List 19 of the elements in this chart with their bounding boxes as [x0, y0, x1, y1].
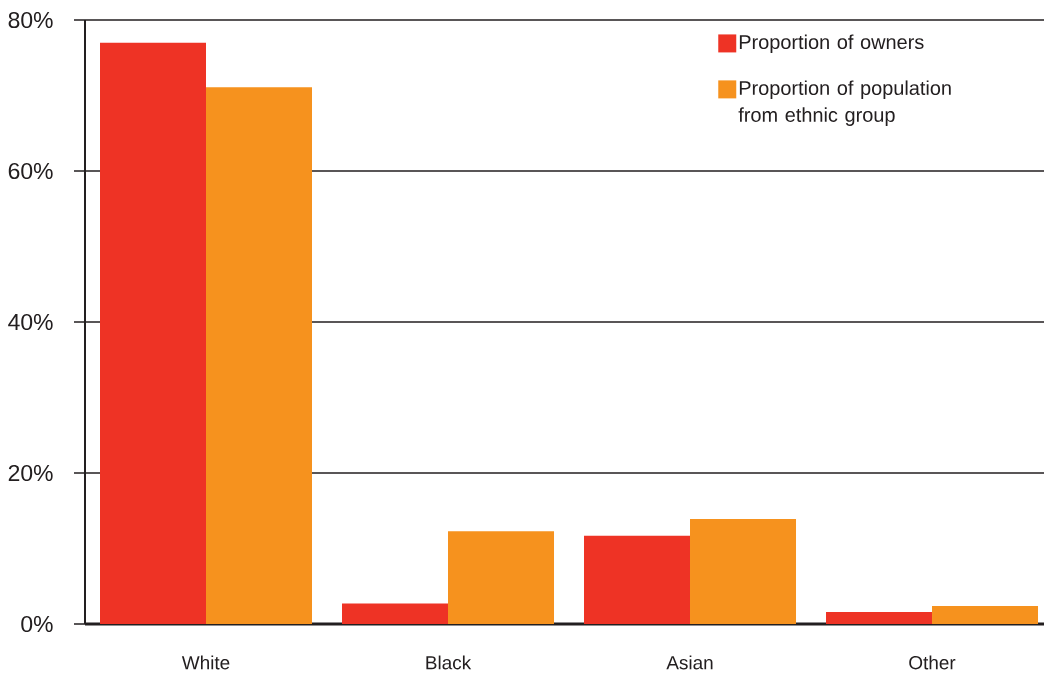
bar — [448, 531, 555, 624]
x-tick-label: White — [181, 655, 230, 670]
legend-label: Proportion of owners — [739, 34, 924, 54]
y-tick-label: 20% — [8, 464, 53, 482]
bar — [206, 87, 312, 624]
bar — [826, 611, 933, 624]
x-tick-label: Black — [426, 655, 472, 670]
x-tick-label: Asian — [666, 655, 713, 670]
y-tick-label: 60% — [8, 162, 53, 180]
y-tick-label: 80% — [8, 11, 53, 29]
bar — [100, 42, 206, 624]
bar — [932, 605, 1039, 624]
bar — [690, 519, 797, 624]
legend-label: Proportion of population from ethnic group — [738, 80, 951, 126]
bar — [342, 603, 448, 624]
x-tick-label: Other — [909, 655, 956, 670]
bar — [584, 535, 691, 624]
y-tick-label: 0% — [21, 615, 53, 633]
y-tick-label: 40% — [8, 313, 53, 331]
